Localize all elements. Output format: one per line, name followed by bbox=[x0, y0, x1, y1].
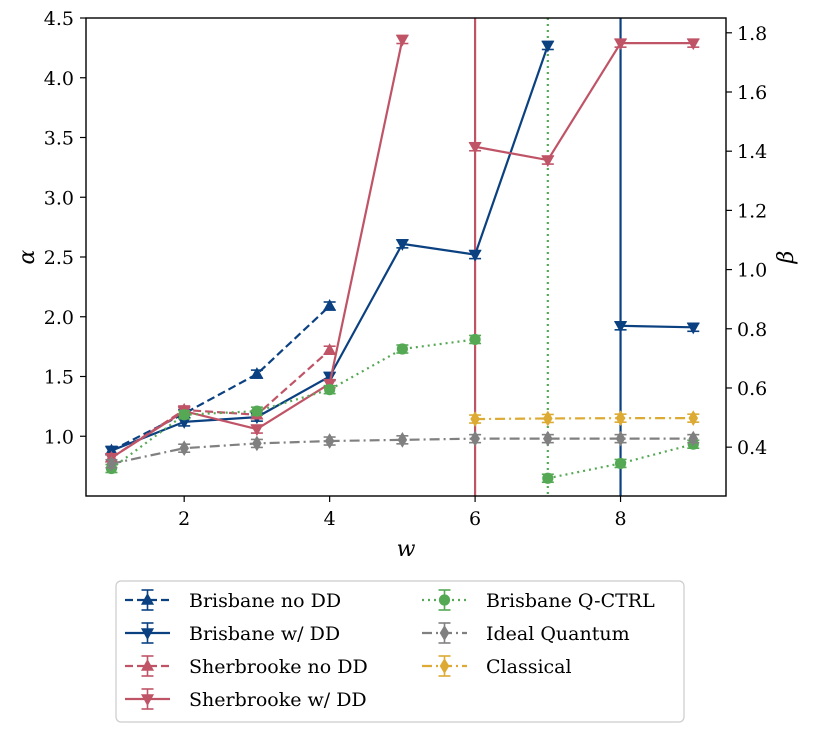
data-point-classical bbox=[615, 410, 626, 427]
data-point-brisbane-w-dd bbox=[395, 239, 409, 251]
y-left-tick-label: 1.5 bbox=[44, 367, 74, 389]
data-point-brisbane-q-ctrl bbox=[469, 333, 481, 346]
data-point-sherbrooke-w-dd bbox=[686, 38, 700, 51]
data-point-brisbane-w-dd bbox=[541, 40, 555, 53]
series-line-ideal-quantum-0 bbox=[111, 437, 694, 465]
legend-marker bbox=[140, 694, 155, 707]
y-right-tick-label: 1.8 bbox=[737, 23, 767, 45]
data-point-ideal-quantum bbox=[252, 435, 262, 452]
data-point-ideal-quantum bbox=[543, 430, 553, 447]
series-line-brisbane-q-ctrl-1 bbox=[547, 443, 694, 480]
series-brisbane-q-ctrl bbox=[105, 333, 700, 484]
data-point-ideal-quantum bbox=[397, 431, 408, 448]
y-left-tick-label: 3.0 bbox=[44, 187, 74, 209]
legend-marker bbox=[140, 628, 155, 641]
x-tick-label: 6 bbox=[469, 508, 481, 530]
series-line-brisbane-no-dd-0 bbox=[110, 305, 331, 452]
x-tick-label: 4 bbox=[324, 508, 336, 530]
legend-label: Brisbane Q-CTRL bbox=[486, 590, 655, 612]
y-left-tick-label: 4.0 bbox=[44, 68, 74, 90]
legend-marker bbox=[438, 594, 451, 606]
legend-marker bbox=[140, 592, 155, 605]
data-point-brisbane-q-ctrl bbox=[542, 472, 554, 484]
series-line-sherbrooke-w-dd-0 bbox=[110, 39, 404, 459]
data-point-ideal-quantum bbox=[688, 430, 699, 447]
legend-marker bbox=[140, 658, 155, 671]
data-point-brisbane-q-ctrl bbox=[396, 343, 408, 355]
legend-label: Brisbane no DD bbox=[189, 590, 341, 612]
series-line-sherbrooke-w-dd-1 bbox=[474, 42, 694, 162]
data-point-sherbrooke-w-dd bbox=[395, 34, 409, 47]
left-y-axis-label: α bbox=[15, 249, 40, 264]
legend-label: Brisbane w/ DD bbox=[189, 623, 340, 645]
legend-label: Sherbrooke no DD bbox=[189, 656, 368, 678]
y-right-tick-label: 1.2 bbox=[737, 200, 767, 222]
data-point-brisbane-w-dd bbox=[613, 321, 628, 333]
y-right-tick-label: 1.4 bbox=[737, 141, 767, 163]
legend-frame bbox=[115, 580, 685, 723]
data-point-brisbane-q-ctrl bbox=[251, 405, 263, 417]
legend-label: Sherbrooke w/ DD bbox=[189, 689, 367, 711]
y-left-tick-label: 1.0 bbox=[44, 426, 74, 448]
data-point-brisbane-q-ctrl bbox=[324, 384, 336, 396]
legend-entry-sherbrooke-w-dd: Sherbrooke w/ DD bbox=[125, 688, 367, 711]
series-line-brisbane-q-ctrl-0 bbox=[110, 338, 476, 470]
y-left-tick-label: 2.5 bbox=[44, 247, 74, 269]
y-right-tick-label: 0.6 bbox=[737, 378, 767, 400]
data-point-brisbane-q-ctrl bbox=[178, 409, 190, 421]
legend-label: Classical bbox=[486, 656, 572, 678]
series-layer bbox=[104, 34, 700, 484]
series-sherbrooke-w-dd bbox=[104, 34, 700, 465]
data-point-classical bbox=[543, 410, 553, 427]
series-line-classical-0 bbox=[475, 417, 694, 421]
data-point-sherbrooke-w-dd bbox=[541, 155, 555, 168]
y-right-tick-label: 0.8 bbox=[737, 319, 767, 341]
data-point-sherbrooke-w-dd bbox=[613, 38, 628, 51]
series-line-brisbane-w-dd-1 bbox=[620, 324, 694, 329]
legend-entry-brisbane-w-dd: Brisbane w/ DD bbox=[125, 622, 340, 645]
series-ideal-quantum bbox=[105, 430, 700, 472]
legend-marker bbox=[439, 625, 450, 641]
legend-entry-classical: Classical bbox=[422, 655, 572, 678]
data-point-brisbane-q-ctrl bbox=[614, 457, 627, 470]
data-point-brisbane-w-dd bbox=[468, 249, 482, 262]
legend-entry-brisbane-no-dd: Brisbane no DD bbox=[125, 589, 341, 612]
legend: Brisbane no DD Brisbane w/ DD Sherbrooke n… bbox=[115, 580, 685, 723]
data-point-ideal-quantum bbox=[179, 440, 189, 457]
y-left-tick-label: 4.5 bbox=[44, 8, 74, 30]
y-right-tick-label: 1.0 bbox=[737, 260, 767, 282]
legend-marker bbox=[439, 658, 450, 674]
legend-entry-ideal-quantum: Ideal Quantum bbox=[422, 622, 630, 645]
data-point-sherbrooke-no-dd bbox=[323, 343, 337, 355]
series-brisbane-w-dd bbox=[104, 40, 700, 458]
data-point-ideal-quantum bbox=[106, 455, 117, 472]
y-left-tick-label: 2.0 bbox=[44, 307, 74, 329]
legend-label: Ideal Quantum bbox=[486, 623, 630, 645]
data-point-sherbrooke-w-dd bbox=[250, 424, 264, 437]
series-sherbrooke-no-dd bbox=[104, 343, 337, 463]
data-point-brisbane-no-dd bbox=[250, 367, 264, 379]
data-point-classical bbox=[470, 411, 480, 427]
x-tick-label: 2 bbox=[178, 508, 190, 530]
data-point-ideal-quantum bbox=[470, 430, 480, 447]
right-y-axis-label: β bbox=[774, 251, 799, 265]
data-point-brisbane-no-dd bbox=[323, 298, 337, 311]
y-right-tick-label: 0.4 bbox=[737, 437, 767, 459]
data-point-classical bbox=[688, 410, 699, 427]
x-axis-label: w bbox=[397, 537, 416, 562]
legend-entry-brisbane-q-ctrl: Brisbane Q-CTRL bbox=[422, 589, 655, 612]
x-tick-label: 8 bbox=[614, 508, 626, 530]
y-right-tick-label: 1.6 bbox=[737, 82, 767, 104]
series-classical bbox=[469, 410, 700, 427]
ticks: 2 4 6 8 1.0 1.5 2.0 2.5 3.0 3.5 4.0 4.5 0.4 0.6 0.8 1.0… bbox=[44, 8, 767, 530]
data-point-ideal-quantum bbox=[324, 433, 335, 449]
data-point-ideal-quantum bbox=[615, 430, 626, 447]
series-brisbane-no-dd bbox=[104, 298, 337, 456]
y-left-tick-label: 3.5 bbox=[44, 128, 74, 150]
legend-entry-sherbrooke-no-dd: Sherbrooke no DD bbox=[125, 655, 368, 678]
data-point-sherbrooke-w-dd bbox=[468, 142, 482, 154]
data-point-brisbane-w-dd bbox=[686, 322, 700, 335]
